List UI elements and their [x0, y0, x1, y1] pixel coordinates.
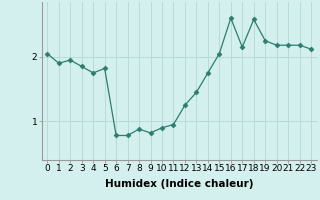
X-axis label: Humidex (Indice chaleur): Humidex (Indice chaleur) — [105, 179, 253, 189]
